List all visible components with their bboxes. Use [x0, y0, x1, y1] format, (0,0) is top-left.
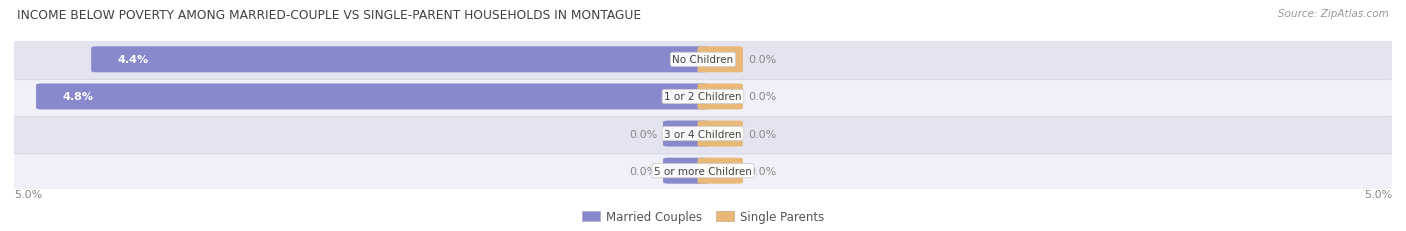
Text: No Children: No Children [672, 55, 734, 65]
FancyBboxPatch shape [11, 77, 1395, 117]
Text: 1 or 2 Children: 1 or 2 Children [664, 92, 742, 102]
FancyBboxPatch shape [11, 40, 1395, 80]
Text: 3 or 4 Children: 3 or 4 Children [664, 129, 742, 139]
FancyBboxPatch shape [697, 47, 742, 73]
Text: 4.8%: 4.8% [62, 92, 93, 102]
FancyBboxPatch shape [91, 47, 709, 73]
Text: 5 or more Children: 5 or more Children [654, 166, 752, 176]
FancyBboxPatch shape [11, 151, 1395, 191]
Text: 0.0%: 0.0% [748, 55, 776, 65]
FancyBboxPatch shape [697, 158, 742, 184]
Legend: Married Couples, Single Parents: Married Couples, Single Parents [578, 206, 828, 228]
Text: INCOME BELOW POVERTY AMONG MARRIED-COUPLE VS SINGLE-PARENT HOUSEHOLDS IN MONTAGU: INCOME BELOW POVERTY AMONG MARRIED-COUPL… [17, 9, 641, 22]
FancyBboxPatch shape [664, 121, 709, 147]
Text: 5.0%: 5.0% [1364, 189, 1392, 199]
Text: Source: ZipAtlas.com: Source: ZipAtlas.com [1278, 9, 1389, 19]
Text: 0.0%: 0.0% [748, 92, 776, 102]
FancyBboxPatch shape [697, 121, 742, 147]
FancyBboxPatch shape [697, 84, 742, 110]
Text: 0.0%: 0.0% [630, 129, 658, 139]
Text: 0.0%: 0.0% [630, 166, 658, 176]
Text: 5.0%: 5.0% [14, 189, 42, 199]
Text: 0.0%: 0.0% [748, 166, 776, 176]
FancyBboxPatch shape [37, 84, 709, 110]
FancyBboxPatch shape [664, 158, 709, 184]
FancyBboxPatch shape [11, 114, 1395, 154]
Text: 0.0%: 0.0% [748, 129, 776, 139]
Text: 4.4%: 4.4% [117, 55, 149, 65]
